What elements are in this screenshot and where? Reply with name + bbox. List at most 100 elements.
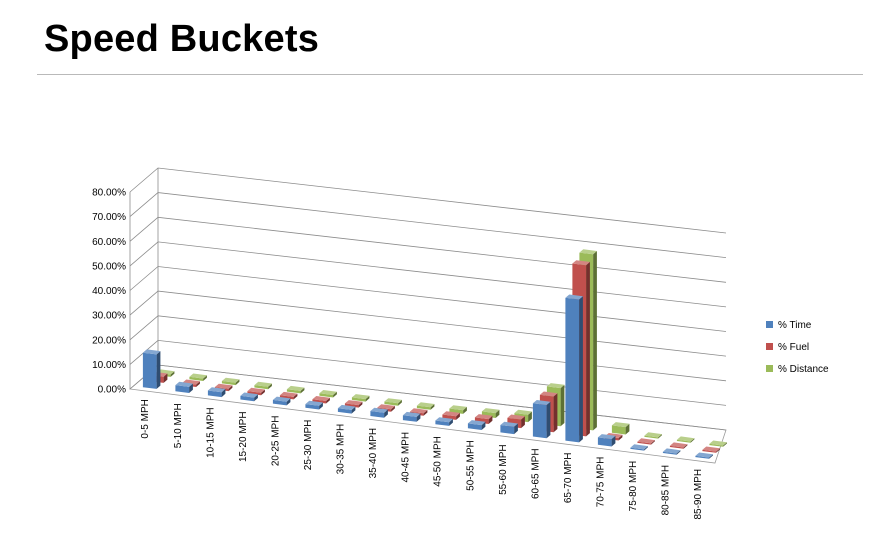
- bar-top: [402, 411, 421, 417]
- bar-top: [247, 387, 265, 393]
- bar-top: [351, 394, 370, 400]
- bar-front: [435, 420, 450, 426]
- bar-side: [553, 393, 558, 433]
- y-tick-label: 0.00%: [98, 385, 126, 396]
- bar-side: [690, 438, 695, 443]
- bar-side: [625, 423, 630, 435]
- legend-label: % Fuel: [778, 342, 809, 353]
- bar-front: [695, 455, 710, 459]
- x-tick-label: 45-50 MPH: [433, 436, 444, 487]
- bar-top: [669, 442, 688, 448]
- bar-top: [676, 436, 695, 442]
- bar-top: [416, 402, 435, 408]
- y-tick-label: 30.00%: [92, 311, 126, 322]
- bar-top: [370, 407, 388, 413]
- bar-top: [474, 414, 493, 420]
- bar-front: [676, 439, 691, 443]
- bar: [142, 349, 161, 389]
- bar-top: [702, 446, 720, 452]
- bar: [370, 407, 388, 418]
- bar-top: [435, 417, 453, 423]
- bar-front: [467, 423, 482, 430]
- bar: [175, 381, 193, 393]
- bar: [279, 391, 298, 400]
- bar-top: [319, 390, 337, 395]
- bar-top: [279, 391, 298, 397]
- bar-side: [644, 446, 648, 451]
- bar-side: [203, 375, 207, 381]
- bar-front: [351, 397, 366, 402]
- bar-front: [669, 445, 684, 449]
- bar-top: [312, 396, 330, 401]
- bar-top: [579, 249, 597, 255]
- bar: [702, 446, 720, 453]
- bar-top: [384, 398, 402, 404]
- bar-top: [507, 414, 525, 420]
- bar-side: [384, 409, 388, 418]
- bar-side: [430, 404, 435, 410]
- bar-side: [423, 410, 428, 416]
- bar: [344, 400, 363, 408]
- bar: [312, 396, 330, 404]
- legend-item: % Time: [766, 320, 812, 331]
- bar-front: [319, 393, 334, 398]
- bar-top: [377, 404, 395, 410]
- bar: [254, 381, 272, 390]
- bar-front: [662, 451, 677, 455]
- bar-top: [630, 444, 648, 450]
- bar-side: [358, 401, 363, 408]
- bar-side: [488, 415, 493, 424]
- bar-side: [658, 434, 662, 439]
- bar-top: [142, 349, 161, 355]
- bar-side: [156, 351, 161, 389]
- bar: [467, 420, 486, 430]
- bar-top: [695, 452, 713, 458]
- bar: [207, 387, 226, 398]
- bar-top: [189, 373, 207, 379]
- bar-front: [272, 399, 287, 406]
- bar: [221, 377, 240, 386]
- x-tick-label: 40-45 MPH: [400, 432, 411, 483]
- bar: [500, 421, 518, 435]
- bar: [695, 452, 713, 459]
- bar-front: [337, 408, 352, 414]
- bar-side: [463, 406, 467, 414]
- bar-top: [207, 387, 226, 393]
- bar-side: [618, 434, 623, 441]
- title-divider: [37, 74, 863, 75]
- y-tick-label: 70.00%: [92, 212, 126, 223]
- chart-bars: [142, 249, 727, 459]
- y-tick-label: 80.00%: [92, 188, 126, 199]
- bar: [532, 400, 551, 439]
- bar-side: [528, 411, 532, 423]
- x-tick-label: 85-90 MPH: [693, 469, 704, 520]
- bar: [384, 398, 402, 406]
- legend-item: % Fuel: [766, 342, 809, 353]
- bar-front: [240, 395, 255, 402]
- bar-side: [560, 384, 565, 427]
- bar-side: [398, 399, 402, 406]
- bar-side: [416, 413, 421, 422]
- bar-side: [326, 397, 330, 404]
- bar-top: [337, 404, 356, 410]
- y-tick-label: 10.00%: [92, 360, 126, 371]
- bar-front: [279, 395, 294, 400]
- bar: [247, 387, 265, 396]
- bar: [189, 373, 207, 381]
- bar-side: [391, 405, 395, 412]
- bar: [637, 438, 655, 445]
- bar-side: [514, 423, 518, 435]
- bar: [337, 404, 356, 414]
- bar-top: [514, 409, 532, 415]
- bar-top: [344, 400, 363, 406]
- bar: [416, 402, 435, 410]
- bar-top: [611, 422, 630, 428]
- bar-top: [305, 400, 323, 406]
- x-tick-label: 35-40 MPH: [368, 428, 379, 479]
- y-tick-label: 50.00%: [92, 261, 126, 272]
- bar-side: [611, 435, 616, 447]
- bar-side: [170, 371, 175, 377]
- bar: [630, 444, 648, 451]
- bar-side: [716, 448, 720, 453]
